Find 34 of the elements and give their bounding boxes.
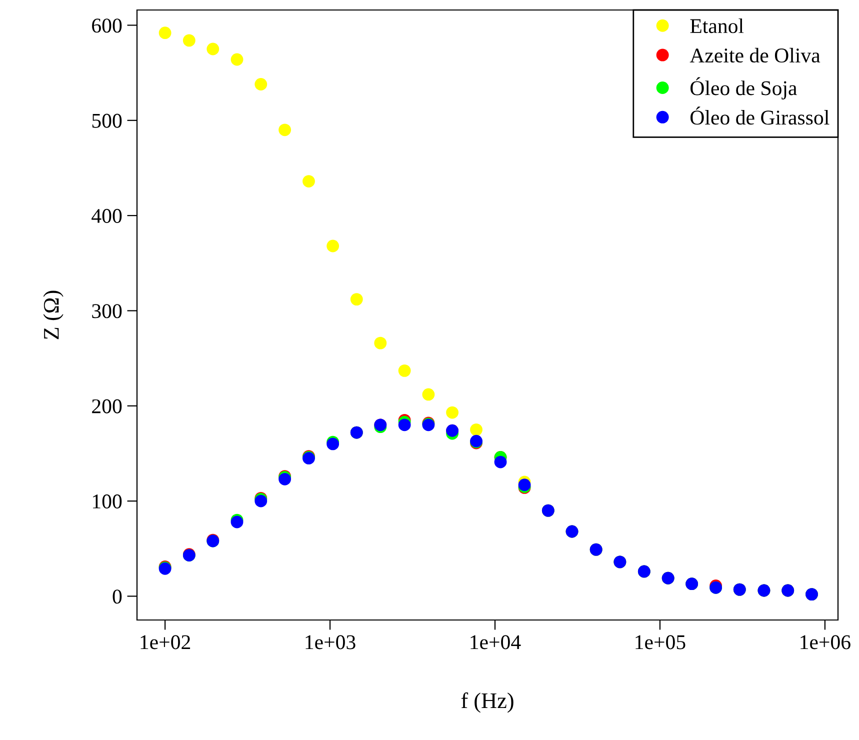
legend-label: Etanol xyxy=(690,18,744,34)
x-tick-label: 1e+02 xyxy=(140,635,190,650)
point xyxy=(446,406,459,419)
y-tick-label: 400 xyxy=(92,208,122,223)
x-tick-label: 1e+04 xyxy=(470,635,521,650)
point xyxy=(374,336,387,350)
point xyxy=(422,388,435,401)
legend-label: Óleo de Girassol xyxy=(690,106,830,125)
point xyxy=(230,53,244,66)
y-tick-label: 100 xyxy=(93,494,122,508)
y-axis-title: Z (Ω) xyxy=(43,290,64,340)
point xyxy=(158,26,172,40)
x-tick-label: 1e+06 xyxy=(800,635,850,650)
point xyxy=(398,364,411,377)
point xyxy=(326,240,340,252)
x-axis-title: f (Hz) xyxy=(461,692,514,713)
y-tick-label: 0 xyxy=(112,590,122,604)
point xyxy=(398,418,411,432)
x-tick-label: 1e+03 xyxy=(306,635,356,650)
point xyxy=(206,42,220,56)
point xyxy=(254,78,268,90)
x-tick-label: 1e+05 xyxy=(636,635,686,650)
point xyxy=(470,423,482,436)
point xyxy=(350,293,363,306)
y-tick-label: 500 xyxy=(92,114,122,128)
y-tick-label: 200 xyxy=(92,399,122,414)
legend-label: Óleo de Soja xyxy=(690,77,797,100)
point xyxy=(182,34,196,47)
point xyxy=(494,456,507,468)
y-tick-label: 600 xyxy=(92,18,122,33)
point xyxy=(302,175,315,188)
legend-label: Azeite de Oliva xyxy=(690,48,820,63)
point xyxy=(278,124,292,136)
y-tick-label: 300 xyxy=(92,304,122,318)
